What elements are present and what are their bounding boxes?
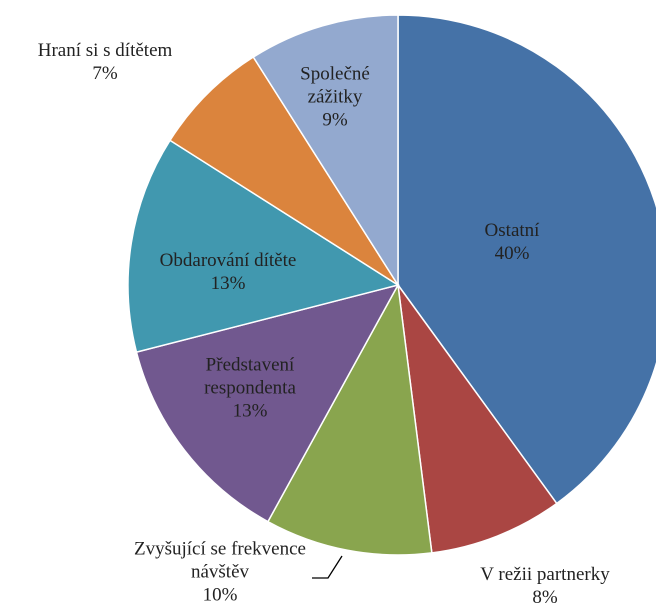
value-label: 40% (494, 243, 530, 264)
value-label: 7% (92, 63, 118, 84)
slice-label: Představení respondenta 13% (180, 354, 320, 423)
pie-slice (168, 55, 399, 286)
pie-slice (397, 284, 558, 554)
pie-slice (397, 14, 656, 505)
value-label: 13% (210, 273, 246, 294)
category-name: Představení respondenta (204, 354, 296, 399)
slice-label: Obdarování dítěte 13% (128, 249, 328, 295)
category-name: Hraní si s dítětem (37, 40, 173, 61)
pie-slice (266, 282, 433, 556)
pie-slice (127, 139, 400, 354)
slice-label: V režii partnerky 8% (445, 563, 645, 609)
category-name: Ostatní (484, 220, 540, 241)
category-name: Zvyšující se frekvence návštěv (134, 538, 306, 583)
value-label: 13% (232, 400, 268, 422)
category-name: Obdarování dítěte (159, 250, 297, 271)
slice-label: Společné zážitky 9% (285, 63, 385, 132)
leader-line (312, 555, 343, 579)
value-label: 8% (532, 587, 558, 608)
slice-label: Ostatní 40% (452, 219, 572, 265)
slice-label: Zvyšující se frekvence návštěv 10% (125, 538, 315, 607)
slice-label: Hraní si s dítětem 7% (0, 39, 215, 85)
value-label: 10% (202, 584, 238, 606)
category-name: V režii partnerky (480, 564, 610, 585)
pie-slice (252, 14, 399, 288)
category-name: Společné zážitky (300, 63, 370, 108)
pie-slice (135, 283, 400, 523)
value-label: 9% (322, 109, 348, 131)
